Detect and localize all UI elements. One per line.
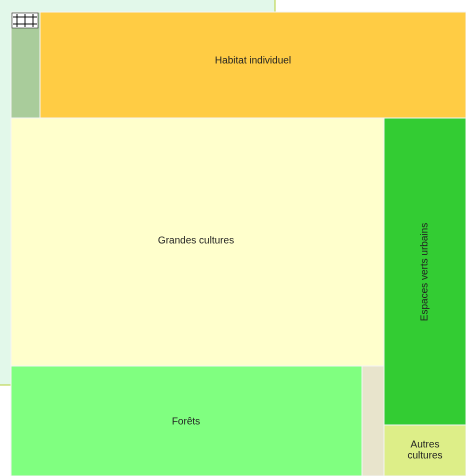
tile[interactable] [39,11,466,119]
tile-label: Forêts [172,417,200,428]
tile-label: Espaces verts urbains [420,223,431,321]
grid-icon [11,12,39,29]
tile[interactable] [10,365,363,476]
tile[interactable] [383,424,466,476]
tile-label: Grandes cultures [158,236,234,247]
tile-label: Autres cultures [407,439,442,461]
tile-label: Habitat individuel [215,56,291,67]
small-tile [361,365,385,476]
tile[interactable] [10,117,385,367]
